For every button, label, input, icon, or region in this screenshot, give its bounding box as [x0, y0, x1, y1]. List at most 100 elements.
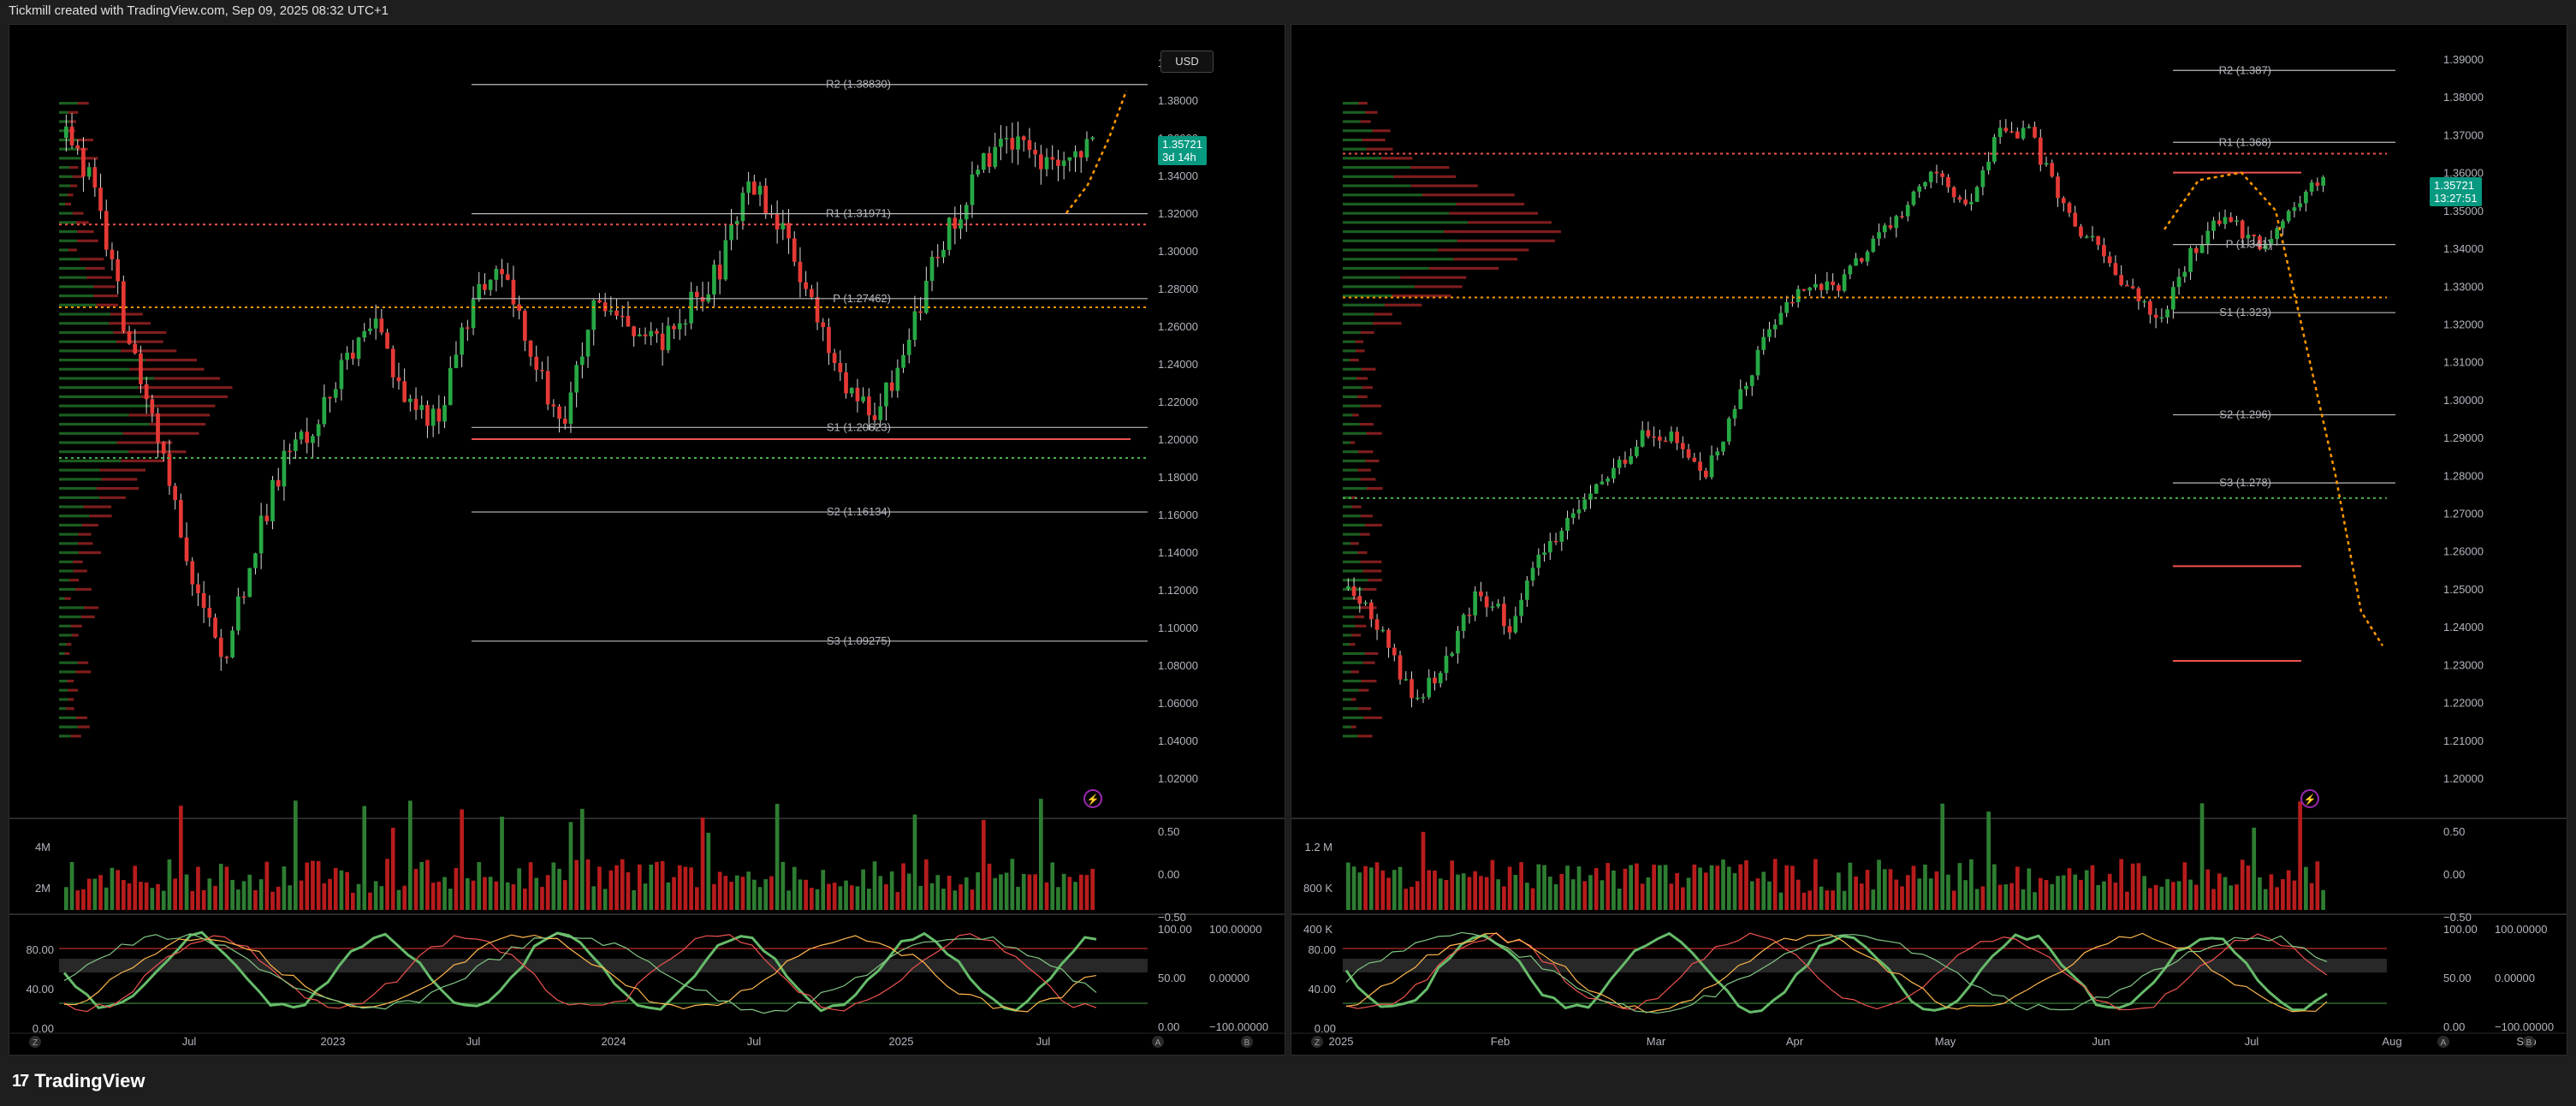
time-axis-tick: Mar: [1647, 1035, 1666, 1048]
candle-body: [2090, 235, 2095, 238]
candle-body: [1594, 484, 1599, 494]
currency-selector[interactable]: USD: [1160, 51, 1214, 73]
volume-bar: [2235, 884, 2239, 910]
volume-bar: [477, 862, 482, 910]
candle-body: [1479, 591, 1483, 597]
volume-bar: [1969, 859, 1974, 910]
volume-bar: [1461, 873, 1466, 910]
chart-header-title: Tickmill created with TradingView.com, S…: [9, 3, 389, 18]
price-axis-tick: 1.34000: [2443, 242, 2484, 255]
volume-profile-up: [1343, 193, 1422, 197]
volume-profile-up: [1343, 303, 1385, 306]
volume-profile-down: [1372, 129, 1391, 133]
candle-body: [517, 304, 521, 312]
volume-bar: [2009, 883, 2014, 910]
candle-body: [2199, 245, 2205, 253]
volume-bar: [976, 871, 980, 910]
right-chart-panel[interactable]: 1.39000 1.38000 1.37000 1.36000 1.35000 1.340…: [1291, 24, 2567, 1055]
volume-bar: [2033, 892, 2037, 910]
candle-body: [1646, 430, 1651, 437]
volume-bar: [1848, 862, 1853, 910]
candle-body: [832, 353, 837, 363]
pivot-label: S3 (1.09275): [827, 634, 891, 647]
osc-axis-left-tick: 0.00: [1315, 1022, 1336, 1035]
volume-profile-up: [59, 532, 79, 536]
volume-profile-up: [1343, 560, 1361, 563]
volume-bar: [580, 808, 585, 910]
price-axis-tick: 1.10000: [1158, 621, 1198, 634]
candle-body: [953, 217, 958, 229]
volume-profile-down: [1353, 597, 1362, 600]
volume-bar: [1658, 865, 1662, 910]
tradingview-logo[interactable]: 17 TradingView: [12, 1070, 145, 1092]
candle-body: [75, 145, 80, 149]
volume-bar: [1536, 864, 1541, 910]
volume-bar: [156, 883, 160, 910]
volume-profile-down: [1358, 450, 1374, 454]
right-chart-canvas[interactable]: 1.39000 1.38000 1.37000 1.36000 1.35000 1.340…: [1291, 25, 2567, 1055]
volume-profile-up: [1343, 643, 1350, 646]
volume-bar: [1559, 873, 1564, 910]
volume-bar: [339, 870, 344, 910]
volume-profile-down: [1355, 349, 1365, 353]
candle-body: [810, 288, 814, 298]
volume-bar: [585, 859, 591, 910]
volume-profile-down: [76, 138, 94, 142]
volume-profile-down: [1366, 487, 1383, 491]
volume-bar: [1507, 866, 1512, 910]
volume-profile-down: [1365, 110, 1378, 114]
volume-bar: [970, 889, 975, 910]
candle-body: [1410, 679, 1414, 699]
volume-bar: [2113, 882, 2118, 910]
candle-body: [947, 217, 952, 250]
volume-profile-up: [1343, 248, 1439, 252]
oscillator-line: [63, 933, 1097, 1014]
candle-body: [1882, 225, 1887, 233]
volume-profile-down: [83, 505, 112, 508]
candle-body: [2067, 203, 2072, 213]
candle-body: [2038, 137, 2043, 165]
volume-profile-up: [59, 330, 114, 335]
volume-bar: [1570, 879, 1576, 910]
volume-bar: [402, 885, 407, 910]
volume-profile-down: [1359, 423, 1374, 426]
candle-body: [2050, 163, 2055, 177]
axis-option-icon-label: B: [1244, 1038, 1250, 1048]
volume-profile-up: [59, 102, 78, 105]
volume-profile-up: [59, 285, 94, 288]
candle-body: [173, 485, 177, 501]
candle-body: [1686, 449, 1691, 458]
volume-profile-up: [59, 147, 77, 151]
candle-body: [2136, 288, 2141, 301]
volume-bar: [1865, 870, 1870, 910]
volume-bar: [1715, 865, 1720, 910]
volume-bar: [1039, 799, 1043, 910]
volume-profile-up: [1343, 441, 1350, 444]
volume-bar: [1986, 812, 1991, 910]
volume-profile-down: [1365, 459, 1380, 463]
volume-bar: [2182, 862, 2187, 910]
volume-profile-up: [1343, 359, 1350, 362]
candle-body: [999, 139, 1003, 147]
candle-body: [2205, 230, 2211, 246]
volume-bar: [941, 889, 946, 910]
volume-bar: [1090, 868, 1095, 910]
volume-bar: [1934, 871, 1939, 910]
candle-body: [855, 388, 860, 401]
volume-bar: [345, 871, 349, 910]
candle-body: [1078, 151, 1083, 158]
candle-body: [1427, 677, 1432, 698]
volume-profile-up: [1343, 312, 1374, 316]
left-chart-canvas[interactable]: 1.400001.380001.360001.340001.320001.300…: [9, 25, 1285, 1055]
candle-body: [368, 328, 372, 331]
volume-bar: [1795, 879, 1801, 910]
volume-profile-down: [1351, 505, 1362, 508]
candle-body: [929, 257, 935, 282]
volume-bar: [2292, 880, 2297, 910]
left-chart-panel[interactable]: 1.400001.380001.360001.340001.320001.300…: [9, 24, 1285, 1055]
volume-bar: [333, 867, 338, 910]
volume-bar: [1957, 863, 1962, 910]
candle-body: [1744, 385, 1748, 389]
candle-body: [1090, 137, 1095, 140]
volume-profile-up: [1343, 716, 1364, 720]
